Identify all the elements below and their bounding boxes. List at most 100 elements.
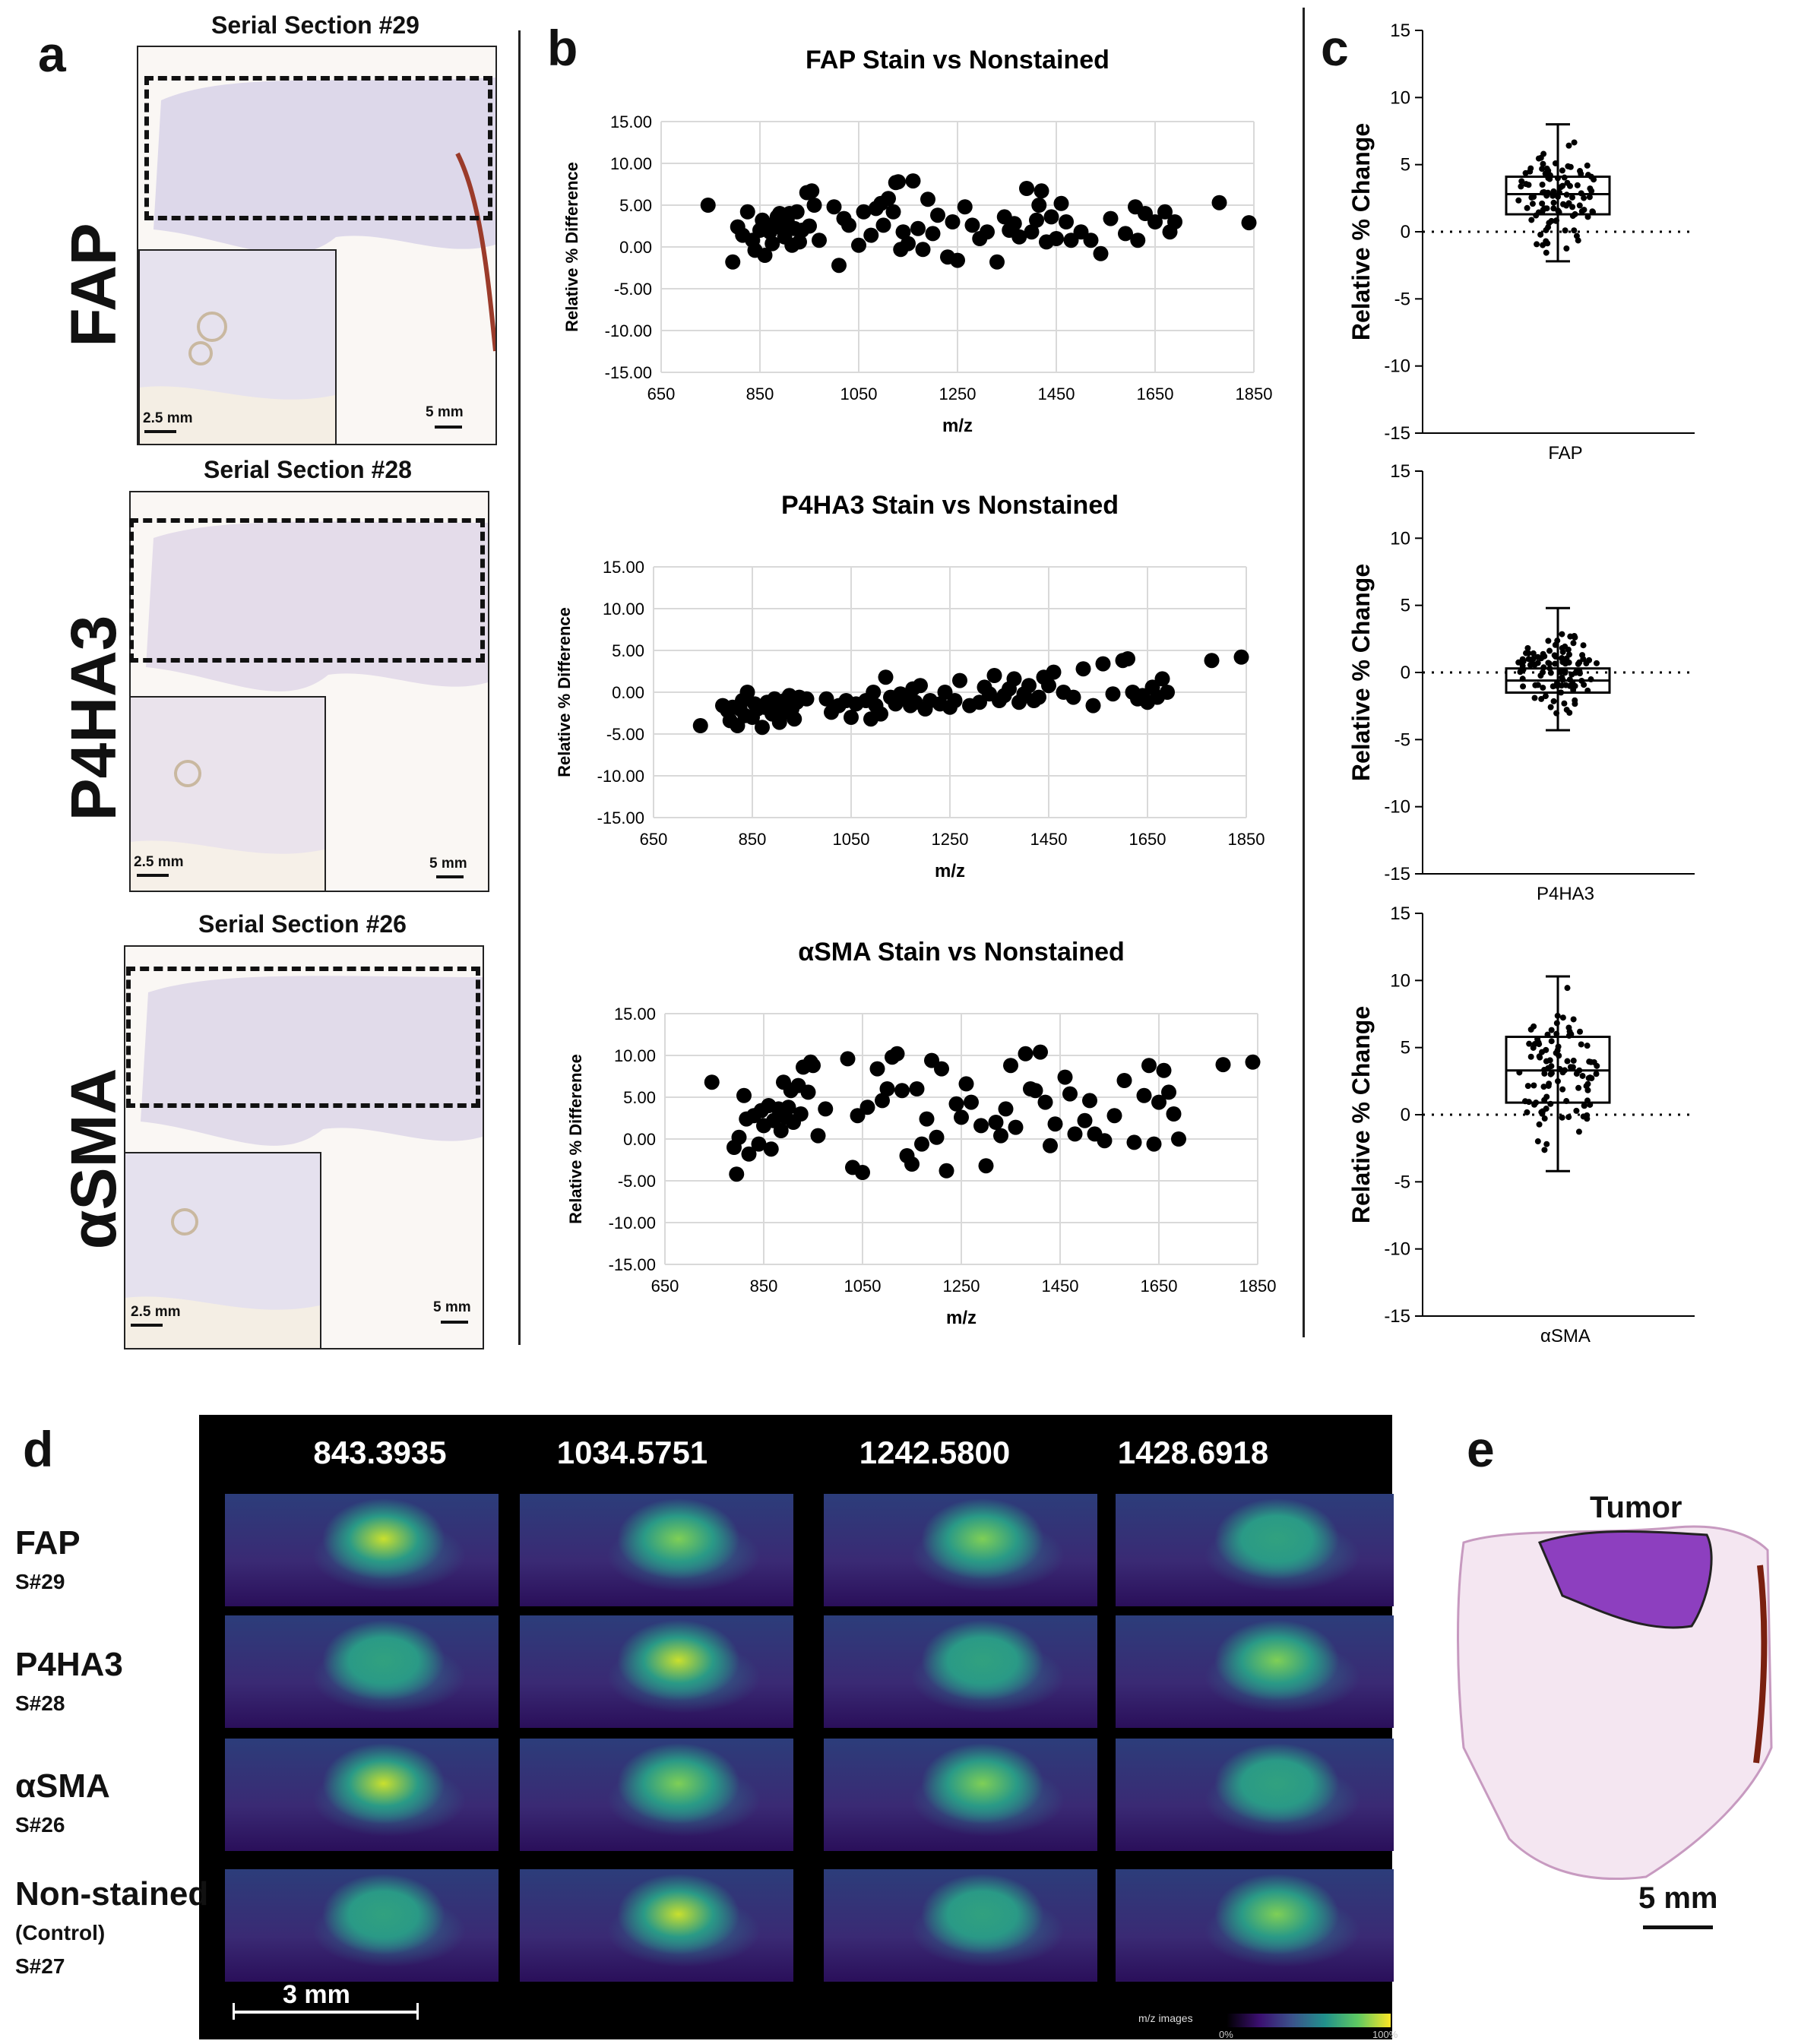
data-point xyxy=(1011,229,1027,245)
y-tick-label: 5.00 xyxy=(612,641,644,660)
data-point xyxy=(692,718,708,733)
data-point xyxy=(1548,1027,1555,1033)
data-point xyxy=(1029,212,1044,228)
data-point xyxy=(1049,231,1064,246)
row-label-asma: αSMA xyxy=(15,1767,110,1805)
data-point xyxy=(973,1118,989,1134)
data-point xyxy=(1581,195,1587,201)
data-point xyxy=(895,224,911,240)
data-point xyxy=(731,1129,747,1145)
data-point xyxy=(1544,1031,1551,1038)
data-point xyxy=(1550,192,1556,199)
data-point xyxy=(1552,641,1559,648)
data-point xyxy=(1565,1114,1572,1121)
data-point xyxy=(1520,683,1527,690)
msi-image-r3-c3 xyxy=(824,1739,1097,1851)
data-point xyxy=(1545,1065,1552,1071)
y-tick-label: 15.00 xyxy=(610,112,652,131)
full-scale-28: 5 mm xyxy=(429,856,467,872)
data-point xyxy=(840,1051,856,1067)
msi-scale-tick-left xyxy=(233,2003,235,2020)
stain-label-asma: αSMA xyxy=(58,1068,129,1250)
data-point xyxy=(1550,199,1557,206)
data-point xyxy=(1563,655,1570,662)
y-tick-label: 10 xyxy=(1390,970,1410,991)
data-point xyxy=(873,706,888,722)
data-point xyxy=(1573,1107,1580,1114)
data-point xyxy=(1566,676,1573,683)
y-tick-label: 0.00 xyxy=(623,1130,656,1149)
scatter-plot-2: P4HA3 Stain vs Nonstained 650 850 1050 1250 1… xyxy=(555,491,1265,881)
inset-28 xyxy=(129,696,326,892)
data-point xyxy=(1116,1073,1132,1088)
data-point xyxy=(1581,207,1587,214)
data-point xyxy=(1120,651,1135,666)
row-sub-asma: S#26 xyxy=(15,1813,65,1837)
panel-d-letter: d xyxy=(23,1421,54,1477)
colorbar-max: 100% xyxy=(1372,2029,1398,2040)
data-point xyxy=(799,691,815,707)
data-point xyxy=(1543,249,1550,256)
data-point xyxy=(1584,1112,1591,1119)
data-point xyxy=(757,248,773,263)
y-tick-label: -15 xyxy=(1384,423,1410,444)
y-tick-label: 5 xyxy=(1401,596,1410,616)
data-point xyxy=(1545,638,1552,644)
tumor-outline xyxy=(1537,1530,1713,1629)
mz-title-2: 1034.5751 xyxy=(556,1435,708,1470)
data-point xyxy=(1543,1046,1550,1053)
data-point xyxy=(1204,653,1220,669)
data-point xyxy=(1171,1131,1186,1147)
data-point xyxy=(1584,687,1591,694)
y-tick-label: 15 xyxy=(1390,461,1410,482)
y-axis-label: Relative % Change xyxy=(1347,1006,1375,1223)
data-point xyxy=(1559,182,1566,189)
y-tick-label: 0 xyxy=(1401,1105,1410,1125)
data-point xyxy=(1531,695,1538,701)
data-point xyxy=(1572,701,1578,707)
data-point xyxy=(1034,183,1049,199)
msi-scale-bar xyxy=(233,2011,418,2014)
data-point xyxy=(1531,1082,1537,1089)
data-point xyxy=(939,1163,954,1179)
data-point xyxy=(741,1146,757,1162)
data-point xyxy=(978,1158,994,1174)
data-point xyxy=(1160,685,1175,700)
inset-scale-bar-26 xyxy=(131,1324,163,1327)
data-point xyxy=(1545,167,1552,174)
x-tick-label: 850 xyxy=(746,384,774,403)
roi-dashed-box-26 xyxy=(126,967,480,1108)
data-point xyxy=(1546,665,1553,672)
data-point xyxy=(1539,182,1546,188)
row-sub-p4ha3: S#28 xyxy=(15,1691,65,1715)
data-point xyxy=(1003,1058,1018,1074)
data-point xyxy=(1540,150,1547,157)
data-point xyxy=(1517,669,1524,676)
data-point xyxy=(1543,1058,1550,1065)
data-point xyxy=(763,1141,779,1157)
data-point xyxy=(804,183,820,199)
panel-e-letter: e xyxy=(1467,1421,1495,1477)
data-point xyxy=(1065,689,1081,705)
data-point xyxy=(1556,209,1562,216)
data-point xyxy=(1018,1046,1034,1062)
data-point xyxy=(1535,209,1542,216)
y-tick-label: -10 xyxy=(1384,356,1410,377)
data-point xyxy=(913,678,928,694)
y-axis-label: Relative % Difference xyxy=(562,162,581,332)
data-point xyxy=(1559,674,1565,681)
data-point xyxy=(1156,1062,1172,1078)
x-tick-label: 1250 xyxy=(939,384,977,403)
data-point xyxy=(1562,668,1569,675)
y-axis-label: Relative % Difference xyxy=(555,607,574,777)
data-point xyxy=(1529,660,1536,666)
data-point xyxy=(1540,685,1546,691)
data-point xyxy=(1536,1121,1543,1128)
data-point xyxy=(1526,1040,1533,1047)
data-point xyxy=(1523,181,1530,188)
data-point xyxy=(1586,657,1593,663)
data-point xyxy=(1019,181,1034,196)
y-tick-label: -5.00 xyxy=(606,725,644,744)
y-tick-label: 0 xyxy=(1401,663,1410,683)
x-axis-label: m/z xyxy=(946,1308,977,1328)
